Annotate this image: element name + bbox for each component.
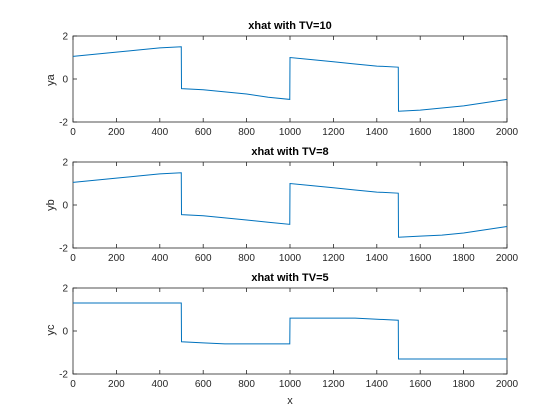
x-tick-label: 1800	[452, 379, 475, 390]
x-tick-label: 0	[70, 127, 76, 138]
x-tick-label: 1000	[279, 127, 302, 138]
y-tick-label: 0	[62, 327, 68, 338]
subplot-3: xhat with TV=5 yc 0 200 400 600 800 1000 1200 1…	[45, 272, 519, 407]
x-tick-label: 600	[195, 253, 212, 264]
y-tick-label: -2	[59, 244, 68, 255]
x-tick-label: 200	[108, 127, 125, 138]
x-tick-label: 1400	[366, 379, 389, 390]
x-tick-label: 1800	[452, 127, 475, 138]
subplot-1-ylabel: ya	[45, 73, 57, 86]
x-tick-label: 200	[108, 379, 125, 390]
x-tick-label: 2000	[496, 127, 519, 138]
series-line	[73, 302, 507, 360]
subplot-3-plot-area: 0 200 400 600 800 1000 1200 1400 1600 1800 2000-20…	[59, 284, 518, 391]
subplot-2-ylabel: yb	[45, 199, 57, 211]
y-tick-label: -2	[59, 370, 68, 381]
subplot-2-plot-area: 0 200 400 600 800 1000 1200 1400 1600 1800 2000-20…	[59, 158, 518, 265]
x-tick-label: 1800	[452, 253, 475, 264]
x-tick-label: 800	[238, 379, 255, 390]
x-tick-label: 600	[195, 379, 212, 390]
y-tick-label: 0	[62, 201, 68, 212]
x-tick-label: 800	[238, 127, 255, 138]
x-tick-label: 400	[151, 253, 168, 264]
series-line	[72, 46, 508, 112]
y-tick-label: 0	[62, 75, 68, 86]
x-tick-label: 1600	[409, 253, 432, 264]
x-tick-label: 1600	[409, 127, 432, 138]
y-tick-label: 2	[62, 158, 68, 169]
subplot-3-xlabel: x	[287, 395, 293, 407]
x-tick-label: 1000	[279, 379, 302, 390]
x-tick-label: 800	[238, 253, 255, 264]
subplot-1-title: xhat with TV=10	[248, 20, 331, 32]
x-tick-label: 1200	[322, 379, 345, 390]
x-tick-label: 1400	[366, 127, 389, 138]
y-tick-label: 2	[62, 32, 68, 43]
x-tick-label: 1200	[322, 253, 345, 264]
subplot-3-title: xhat with TV=5	[251, 272, 328, 284]
x-tick-label: 600	[195, 127, 212, 138]
subplot-1-plot-area: 0 200 400 600 800 1000 1200 1400 1600 1800 2000-20…	[59, 32, 518, 139]
subplot-1: xhat with TV=10 ya 0 200 400 600 800 1000 1200…	[45, 20, 519, 138]
x-tick-label: 400	[151, 127, 168, 138]
x-tick-label: 1600	[409, 379, 432, 390]
subplot-2-title: xhat with TV=8	[251, 146, 328, 158]
y-tick-label: 2	[62, 284, 68, 295]
x-tick-label: 1200	[322, 127, 345, 138]
x-tick-label: 200	[108, 253, 125, 264]
x-tick-label: 2000	[496, 379, 519, 390]
x-tick-label: 0	[70, 253, 76, 264]
x-tick-label: 1400	[366, 253, 389, 264]
series-line	[72, 172, 508, 238]
x-tick-label: 400	[151, 379, 168, 390]
subplot-2: xhat with TV=8 yb 0 200 400 600 800 1000 1200 1…	[45, 146, 519, 264]
x-tick-label: 2000	[496, 253, 519, 264]
y-tick-label: -2	[59, 118, 68, 129]
x-tick-label: 0	[70, 379, 76, 390]
subplot-3-ylabel: yc	[45, 324, 57, 336]
x-tick-label: 1000	[279, 253, 302, 264]
